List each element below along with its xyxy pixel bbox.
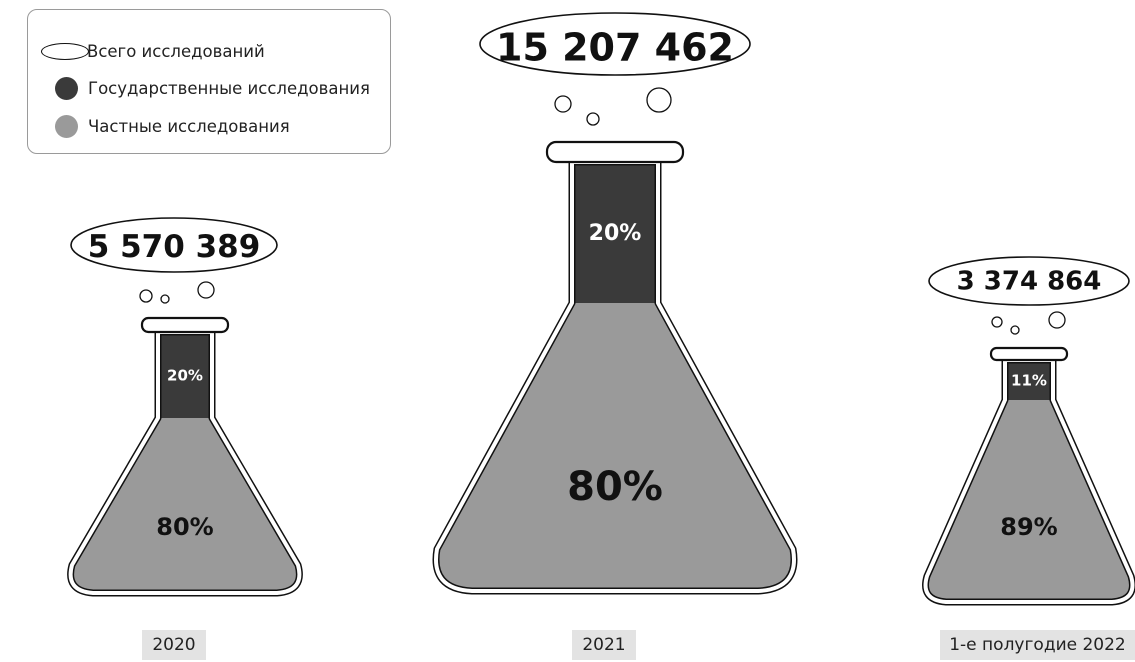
total-label: 5 570 389 [88, 229, 261, 265]
category-label-2022-h1: 1-е полугодие 2022 [940, 630, 1135, 660]
legend-ellipse-icon [41, 42, 89, 60]
legend-dark-dot-icon [55, 76, 78, 100]
bubble [197, 281, 215, 299]
legend-item-public: Государственные исследования [42, 75, 370, 101]
public-percent-label: 11% [1011, 371, 1047, 389]
private-fill [436, 303, 794, 591]
legend-label-total: Всего исследований [87, 41, 265, 61]
flask-2: 3 374 864 11% 89% [922, 256, 1135, 606]
bubble [1048, 311, 1066, 329]
total-ellipse [928, 256, 1130, 306]
bubble [139, 289, 153, 303]
bubble [646, 87, 672, 113]
total-ellipse [479, 12, 751, 76]
total-label: 3 374 864 [957, 266, 1102, 296]
public-fill [1005, 362, 1053, 400]
total-ellipse [70, 217, 278, 273]
flask-0: 5 570 389 20% 80% [67, 217, 303, 597]
flask-fill [925, 362, 1133, 602]
public-fill [158, 334, 212, 418]
flask-1: 15 207 462 20% 80% [432, 12, 798, 595]
flask-outline-inner [923, 358, 1135, 604]
bubble [554, 95, 572, 113]
flask-lip [545, 140, 685, 164]
private-fill [70, 418, 300, 593]
flask-lip [989, 346, 1069, 362]
bubble [1010, 325, 1020, 335]
legend-gray-dot-icon [55, 114, 78, 138]
flask-outline-inner [68, 330, 302, 595]
legend-item-private: Частные исследования [42, 113, 290, 139]
legend-label-public: Государственные исследования [88, 78, 370, 98]
flask-outline-inner [434, 160, 796, 593]
category-label-2021: 2021 [572, 630, 636, 660]
legend: Всего исследований Государственные иссле… [27, 9, 391, 154]
bubble [586, 112, 600, 126]
total-label: 15 207 462 [496, 25, 734, 69]
legend-label-private: Частные исследования [88, 116, 290, 136]
public-percent-label: 20% [167, 366, 203, 384]
private-percent-label: 80% [156, 513, 213, 541]
bubble [991, 316, 1003, 328]
public-fill [572, 164, 658, 303]
bubble [160, 294, 170, 304]
category-label-2020: 2020 [142, 630, 206, 660]
public-percent-label: 20% [589, 221, 642, 246]
private-percent-label: 89% [1000, 513, 1057, 541]
private-percent-label: 80% [567, 464, 663, 510]
legend-item-total: Всего исследований [41, 38, 265, 64]
flask-lip [140, 316, 230, 334]
